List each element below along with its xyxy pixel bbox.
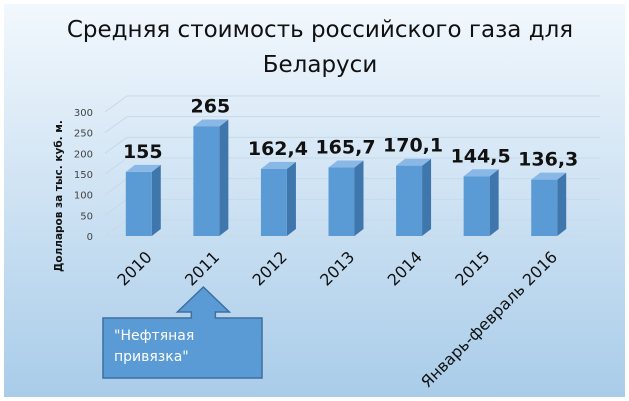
y-tick-label: 200 [74,149,93,160]
bar [125,164,161,236]
bar-top [328,160,364,168]
bar-front [463,176,490,236]
bar-top [396,158,432,166]
bar [260,161,296,236]
bar-front [328,167,355,236]
data-label: 265 [191,95,231,117]
bar-side [557,172,567,236]
bar [531,172,567,236]
bar-top [260,161,296,169]
bar-top [463,169,499,177]
bar-top [125,164,161,172]
chart-title-line-2: Беларуси [263,52,378,78]
grid-depth-line [104,178,128,196]
bar-front [125,171,152,236]
grid-depth-line [104,157,128,175]
bar [328,160,364,236]
callout-text-line: привязка" [114,349,189,365]
y-tick-label: 0 [87,232,93,243]
bar-side [354,160,364,236]
bar-side [422,158,432,236]
annotation-callout: "Нефтяная привязка" [102,285,263,379]
grid-depth-line [104,198,128,216]
data-label: 165,7 [315,137,375,159]
bar-front [531,179,558,236]
y-tick-label: 100 [74,191,93,202]
bar-side [151,164,161,236]
bar-side [489,169,499,236]
bar-front [396,165,423,236]
bar [463,169,499,236]
y-tick-label: 250 [74,129,93,140]
data-label: 136,3 [518,149,578,171]
bar [193,119,229,236]
bar-side [286,161,296,236]
data-label: 155 [123,141,163,163]
bar-front [260,168,287,236]
bar-side [219,119,229,236]
y-tick-label: 300 [74,108,93,119]
bar-top [193,119,229,127]
bar-front [193,126,220,236]
bar [396,158,432,236]
data-label: 144,5 [451,145,511,167]
data-label: 170,1 [383,135,443,157]
y-tick-label: 50 [80,211,93,222]
bar-top [531,172,567,180]
grid-depth-line [104,116,128,134]
y-tick-label: 150 [74,170,93,181]
data-label: 162,4 [248,138,308,160]
chart-title-line-1: Средняя стоимость российского газа для [67,17,573,43]
callout-text-line: "Нефтяная [114,328,194,344]
callout-arrow-box [102,285,263,379]
grid-depth-line [104,95,128,113]
y-axis-label: Долларов за тыс. куб. м. [53,120,65,272]
grid-depth-line [104,136,128,154]
grid-depth-line [104,219,128,237]
